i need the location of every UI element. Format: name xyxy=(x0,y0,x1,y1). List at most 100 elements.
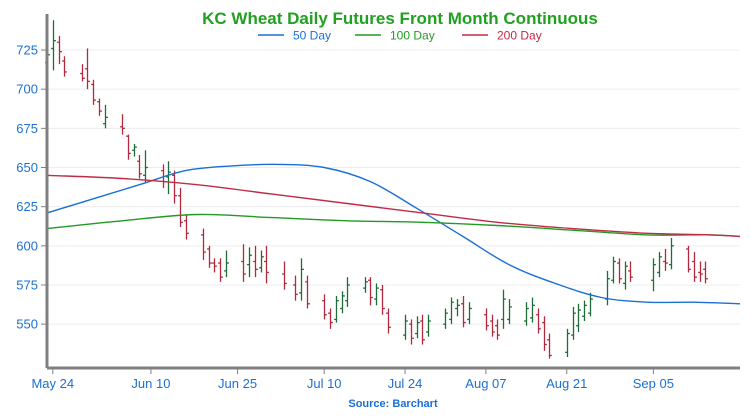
ohlc-bar xyxy=(403,314,408,340)
ohlc-bar xyxy=(495,319,500,340)
x-tick-label: Aug 07 xyxy=(465,376,506,391)
ohlc-bar xyxy=(374,283,379,306)
ohlc-bar xyxy=(103,104,108,129)
ohlc-bar xyxy=(617,258,622,284)
series-line-50-day xyxy=(46,163,741,305)
ohlc-bar xyxy=(166,161,171,195)
legend: 50 Day 100 Day 200 Day xyxy=(258,29,542,43)
ohlc-bar xyxy=(132,144,137,157)
ohlc-bar xyxy=(651,258,656,292)
moving-average-lines xyxy=(46,163,741,305)
ohlc-bar xyxy=(605,270,610,306)
ohlc-bar xyxy=(542,316,547,351)
ohlc-bar xyxy=(62,56,67,77)
ohlc-bar xyxy=(380,284,385,315)
y-tick-label: 675 xyxy=(16,121,38,136)
ohlc-bar xyxy=(172,170,177,204)
ohlc-bar xyxy=(415,316,420,339)
ohlc-bar xyxy=(443,308,448,329)
ohlc-bar xyxy=(212,258,217,273)
ohlc-bar xyxy=(126,134,131,160)
ohlc-bar xyxy=(657,252,662,278)
ohlc-bar xyxy=(703,261,708,284)
ohlc-bar xyxy=(120,114,125,135)
ohlc-bar xyxy=(259,250,264,273)
ohlc-bar xyxy=(328,308,333,329)
source-credit: Source: Barchart xyxy=(348,398,438,410)
ohlc-bar xyxy=(507,299,512,325)
x-axis-ticks: May 24 Jun 10 Jun 25 Jul 10 Jul 24 Aug 07 Aug … xyxy=(31,368,674,391)
ohlc-bar xyxy=(461,295,466,328)
ohlc-bar xyxy=(484,308,489,331)
ohlc-bar xyxy=(264,245,269,284)
ohlc-bar xyxy=(207,245,212,268)
ohlc-bar xyxy=(663,248,668,271)
ohlc-bar xyxy=(85,48,90,90)
ohlc-bar xyxy=(490,314,495,337)
ohlc-bar xyxy=(299,258,304,301)
ohlc-bar xyxy=(247,247,252,278)
legend-label-100-day: 100 Day xyxy=(390,29,435,43)
ohlc-bar xyxy=(178,187,183,228)
ohlc-bar xyxy=(91,79,96,105)
x-tick-label: Jun 25 xyxy=(218,376,257,391)
ohlc-bar xyxy=(386,308,391,334)
ohlc-bar xyxy=(137,154,142,179)
ohlc-bar xyxy=(334,295,339,323)
y-tick-label: 650 xyxy=(16,160,38,175)
gridlines xyxy=(47,49,740,325)
legend-label-50-day: 50 Day xyxy=(293,29,331,43)
ohlc-bar xyxy=(588,292,593,317)
ohlc-bar xyxy=(669,237,674,270)
x-tick-label: Jul 10 xyxy=(307,376,342,391)
y-tick-label: 700 xyxy=(16,82,38,97)
y-tick-label: 550 xyxy=(16,317,38,332)
ohlc-bar xyxy=(449,297,454,325)
ohlc-bar xyxy=(628,261,633,282)
ohlc-bar xyxy=(51,20,56,71)
ohlc-bar xyxy=(420,314,425,345)
ohlc-bar xyxy=(143,150,148,184)
ohlc-bar xyxy=(368,277,373,306)
y-tick-label: 600 xyxy=(16,238,38,253)
ohlc-bar xyxy=(293,275,298,301)
ohlc-bar xyxy=(582,300,587,322)
ohlc-bar xyxy=(241,244,246,282)
ohlc-bar xyxy=(253,245,258,278)
chart-title: KC Wheat Daily Futures Front Month Conti… xyxy=(202,9,598,28)
ohlc-bar xyxy=(80,64,85,82)
y-axis-ticks: 550 575 600 625 650 675 700 725 xyxy=(16,43,47,332)
x-tick-label: Jul 24 xyxy=(388,376,423,391)
ohlc-bar xyxy=(363,277,368,293)
ohlc-bar xyxy=(530,297,535,323)
ohlc-bar xyxy=(57,35,62,65)
ohlc-bar xyxy=(547,333,552,359)
ohlc-bar xyxy=(692,252,697,282)
ohlc-bar xyxy=(97,98,102,116)
legend-label-200-day: 200 Day xyxy=(497,29,542,43)
ohlc-bar xyxy=(224,250,229,278)
ohlc-bar xyxy=(698,261,703,282)
series-line-200-day xyxy=(46,174,741,238)
ohlc-bar xyxy=(184,214,189,240)
ohlc-bar xyxy=(611,256,616,284)
ohlc-bar xyxy=(623,261,628,290)
ohlc-bar xyxy=(467,302,472,325)
x-tick-label: Sep 05 xyxy=(633,376,674,391)
ohlc-bar xyxy=(409,319,414,345)
ohlc-bar xyxy=(571,306,576,340)
ohlc-bar xyxy=(282,261,287,290)
ohlc-bar xyxy=(686,245,691,273)
ohlc-bar xyxy=(340,291,345,314)
x-tick-label: Aug 21 xyxy=(546,376,587,391)
ohlc-bar xyxy=(455,299,460,317)
x-tick-label: May 24 xyxy=(31,376,74,391)
ohlc-bar xyxy=(536,308,541,334)
y-tick-label: 625 xyxy=(16,199,38,214)
ohlc-bar xyxy=(218,258,223,282)
ohlc-bar xyxy=(345,277,350,307)
ohlc-bar xyxy=(322,294,327,320)
ohlc-bar xyxy=(565,328,570,358)
y-tick-label: 575 xyxy=(16,277,38,292)
